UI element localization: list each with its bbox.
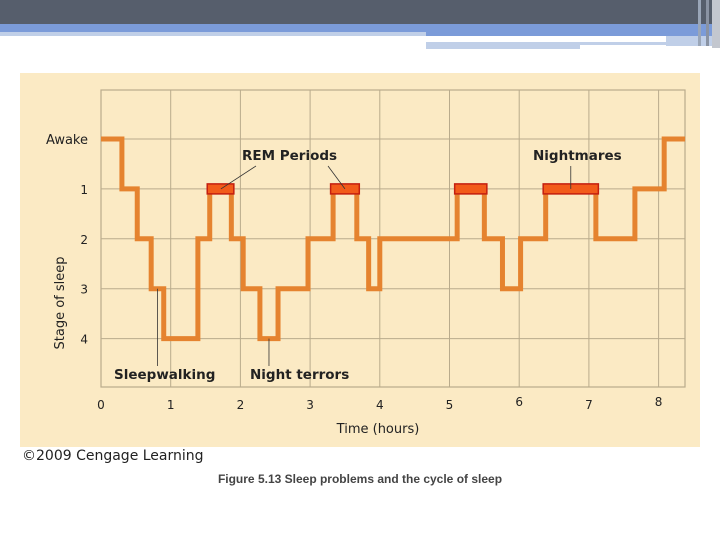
- header-bar: [0, 0, 720, 24]
- y-axis-ticks: Awake 1 2 3 4: [46, 133, 88, 347]
- chart-annotations: REM Periods Nightmares Sleepwalking Night t…: [114, 148, 622, 383]
- figure-caption: Figure 5.13 Sleep problems and the cycle…: [0, 472, 720, 486]
- x-tick-label: 6: [515, 395, 523, 409]
- y-tick-label: 3: [80, 283, 88, 297]
- annotation-leader-rem-2: [327, 165, 346, 190]
- annotation-leader-rem-1: [220, 165, 257, 190]
- sleep-stage-line: [101, 136, 686, 342]
- header-accent-gap: [426, 36, 666, 39]
- x-axis-label: Time (hours): [336, 422, 420, 437]
- annotation-rem-periods: REM Periods: [242, 148, 337, 164]
- figure-caption-text: Figure 5.13 Sleep problems and the cycle…: [217, 472, 503, 486]
- header-edge-line: [698, 0, 701, 46]
- y-tick-label: 1: [80, 183, 88, 197]
- x-tick-label: 8: [655, 395, 663, 409]
- y-tick-label: 4: [80, 333, 88, 347]
- y-axis-label: Stage of sleep: [53, 257, 68, 350]
- sleep-stage-path: [101, 136, 686, 342]
- x-tick-label: 2: [237, 398, 245, 412]
- x-tick-label: 4: [376, 398, 384, 412]
- annotation-night-terrors: Night terrors: [250, 367, 349, 383]
- header-accent-line-short: [426, 45, 580, 49]
- x-tick-label: 7: [585, 398, 593, 412]
- header-edge-block: [712, 0, 720, 48]
- annotation-sleepwalking: Sleepwalking: [114, 367, 215, 383]
- x-tick-label: 1: [167, 398, 175, 412]
- header-edge-line: [706, 0, 709, 46]
- x-tick-label: 3: [306, 398, 314, 412]
- header-accent-stripe-light: [0, 32, 426, 36]
- x-tick-label: 5: [446, 398, 454, 412]
- annotation-nightmares: Nightmares: [533, 148, 622, 164]
- sleep-cycle-chart: Awake 1 2 3 4 0 1 2 3 4 5 6 7 8 REM Periods Nightmare…: [46, 89, 686, 437]
- x-axis-ticks: 0 1 2 3 4 5 6 7 8: [97, 395, 662, 412]
- header-accent-stripe-right: [426, 32, 716, 36]
- y-tick-label: 2: [80, 233, 88, 247]
- rem-period-bar: [206, 183, 235, 195]
- figure-panel: Awake 1 2 3 4 0 1 2 3 4 5 6 7 8 REM Periods Nightmare…: [20, 73, 700, 447]
- header-accent-stripe: [0, 24, 720, 32]
- copyright-notice: ©2009 Cengage Learning: [22, 448, 204, 464]
- rem-period-bar: [453, 183, 488, 195]
- header-accent-corner: [666, 36, 716, 46]
- x-tick-label: 0: [97, 398, 105, 412]
- y-tick-label: Awake: [46, 133, 88, 148]
- header-accent-line: [426, 42, 666, 45]
